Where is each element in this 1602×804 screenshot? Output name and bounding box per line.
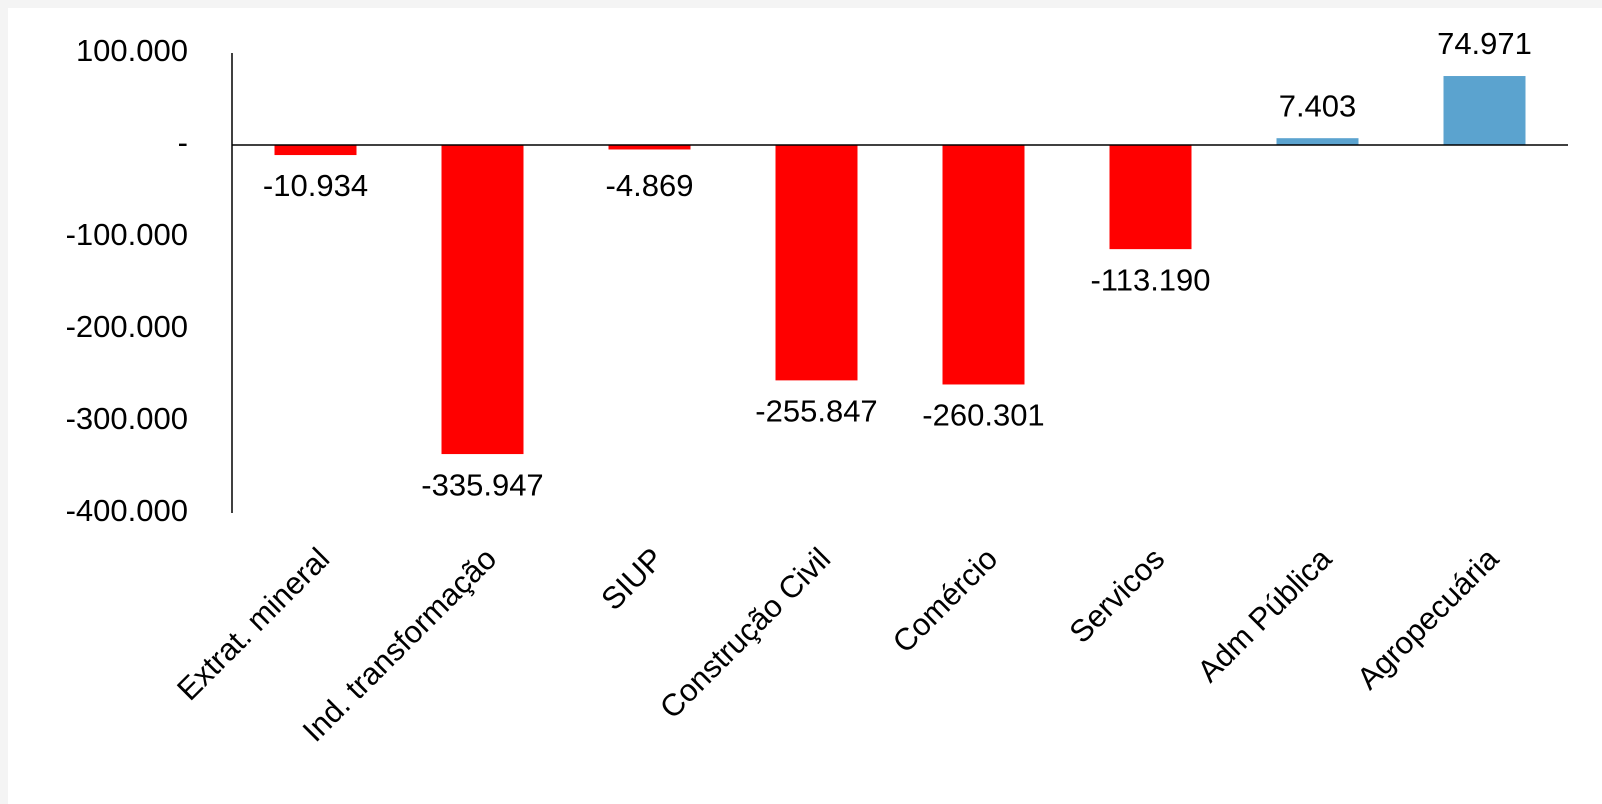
y-tick-label: -300.000: [66, 401, 188, 436]
value-label: 7.403: [1279, 88, 1357, 123]
y-tick-label: -: [178, 125, 188, 160]
value-label: -255.847: [755, 394, 877, 429]
bar: [1109, 145, 1192, 250]
bar: [775, 145, 858, 381]
y-tick-label: -200.000: [66, 309, 188, 344]
bar: [441, 145, 524, 455]
value-label: -335.947: [421, 467, 543, 502]
value-label: -260.301: [922, 398, 1044, 433]
value-label: -113.190: [1090, 262, 1210, 297]
bar: [274, 145, 357, 156]
y-tick-label: -400.000: [66, 493, 188, 528]
bar: [1276, 138, 1359, 145]
value-label: 74.971: [1437, 26, 1532, 61]
y-tick-label: -100.000: [66, 217, 188, 252]
bar: [1443, 76, 1526, 145]
bar: [942, 145, 1025, 385]
y-tick-label: 100.000: [76, 33, 188, 68]
value-label: -4.869: [606, 168, 694, 203]
bar: [608, 145, 691, 150]
value-label: -10.934: [263, 168, 368, 203]
